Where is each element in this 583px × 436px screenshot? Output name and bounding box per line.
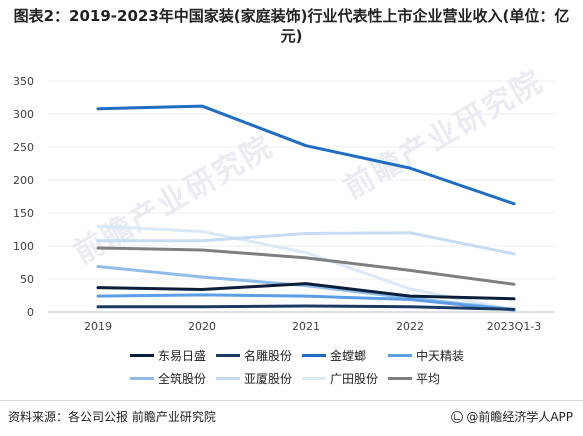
series-line	[96, 282, 516, 301]
legend-swatch	[130, 377, 154, 380]
x-tick-label: 2020	[188, 320, 216, 333]
legend-label: 广田股份	[330, 372, 379, 386]
legend-swatch	[130, 354, 154, 357]
y-tick-label: 200	[13, 174, 34, 187]
brand: @前瞻经济学人APP	[451, 408, 573, 425]
x-tick-label: 2019	[84, 320, 112, 333]
series-line	[96, 293, 516, 312]
legend: 东易日盛 名雕股份 金螳螂 中天精装全筑股份 亚厦股份 广田股份 平均	[130, 347, 470, 387]
y-tick-label: 0	[27, 306, 34, 319]
brand-label: @前瞻经济学人APP	[466, 410, 573, 424]
series-line	[96, 231, 516, 256]
legend-item: 平均	[388, 370, 468, 387]
legend-label: 平均	[416, 372, 441, 386]
legend-label: 全筑股份	[158, 372, 207, 386]
y-tick-label: 250	[13, 141, 34, 154]
legend-item: 全筑股份	[130, 370, 210, 387]
series-line	[96, 104, 516, 206]
y-tick-labels: 0 50 100 150 200 250 300 350	[13, 75, 34, 319]
legend-swatch	[388, 377, 412, 380]
legend-swatch	[216, 377, 240, 380]
chart-title: 图表2：2019-2023年中国家装(家庭装饰)行业代表性上市企业营业收入(单位…	[13, 7, 570, 45]
legend-swatch	[302, 354, 326, 357]
legend-item: 中天精装	[388, 347, 468, 364]
x-tick-label: 2021	[292, 320, 320, 333]
series-line	[96, 246, 516, 286]
legend-label: 亚厦股份	[244, 372, 293, 386]
y-tick-label: 300	[13, 108, 34, 121]
brand-icon	[451, 410, 464, 423]
legend-swatch	[216, 354, 240, 357]
source-note: 资料来源：各公司公报 前瞻产业研究院	[8, 410, 216, 424]
legend-item: 广田股份	[302, 370, 382, 387]
legend-label: 名雕股份	[244, 349, 293, 363]
legend-label: 东易日盛	[158, 349, 207, 363]
grid-lines	[48, 80, 555, 313]
legend-label: 金螳螂	[330, 349, 367, 363]
legend-swatch	[388, 354, 412, 357]
legend-item: 名雕股份	[216, 347, 296, 364]
x-tick-label: 2022	[396, 320, 424, 333]
x-tick-labels: 2019 2020 2021 2022 2023Q1-3	[84, 320, 541, 333]
y-tick-label: 150	[13, 207, 34, 220]
legend-label: 中天精装	[416, 349, 465, 363]
legend-item: 东易日盛	[130, 347, 210, 364]
footer: 资料来源：各公司公报 前瞻产业研究院 @前瞻经济学人APP	[0, 400, 583, 436]
legend-item: 亚厦股份	[216, 370, 296, 387]
legend-item: 金螳螂	[302, 347, 382, 364]
x-tick-label: 2023Q1-3	[487, 320, 542, 333]
legend-swatch	[302, 377, 326, 380]
y-tick-label: 350	[13, 75, 34, 88]
series-line	[96, 304, 516, 311]
series-lines	[96, 104, 516, 312]
y-tick-label: 100	[13, 240, 34, 253]
y-tick-label: 50	[20, 273, 34, 286]
